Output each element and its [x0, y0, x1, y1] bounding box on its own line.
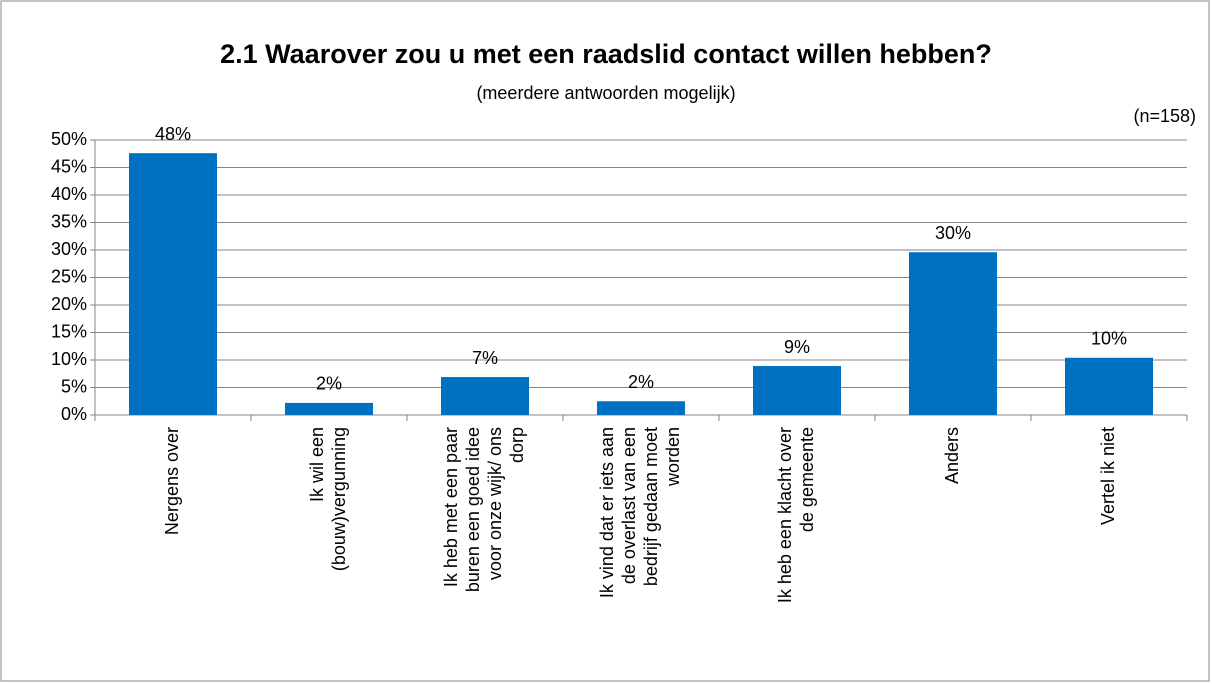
data-label: 9%	[784, 337, 810, 357]
x-tick-label: Vertel ik niet	[1098, 427, 1118, 525]
bar	[441, 377, 529, 415]
x-tick-label: Ik heb een klacht over de gemeente	[775, 427, 817, 603]
bar	[753, 366, 841, 415]
x-tick-label: Nergens over	[162, 427, 182, 535]
data-label: 10%	[1091, 329, 1127, 349]
bar	[129, 153, 217, 415]
x-tick-label: Anders	[942, 427, 962, 484]
y-tick-label: 25%	[51, 266, 87, 286]
annotation: (n=158)	[1133, 106, 1196, 126]
data-label: 2%	[628, 372, 654, 392]
data-label: 48%	[155, 124, 191, 144]
bar	[909, 252, 997, 415]
y-tick-label: 35%	[51, 211, 87, 231]
bar	[1065, 357, 1153, 415]
y-tick-label: 50%	[51, 129, 87, 149]
y-tick-label: 40%	[51, 184, 87, 204]
x-tick-label: Ik wil een (bouw)vergunning	[307, 427, 349, 571]
chart-subtitle: (meerdere antwoorden mogelijk)	[476, 83, 735, 103]
x-tick-label: Ik vind dat er iets aan de overlast van e…	[597, 427, 683, 598]
y-tick-label: 20%	[51, 294, 87, 314]
y-tick-label: 5%	[61, 376, 87, 396]
data-label: 7%	[472, 348, 498, 368]
y-tick-label: 0%	[61, 404, 87, 424]
y-tick-label: 45%	[51, 156, 87, 176]
y-tick-label: 10%	[51, 349, 87, 369]
y-tick-label: 30%	[51, 239, 87, 259]
data-label: 2%	[316, 374, 342, 394]
bar	[597, 401, 685, 415]
bar	[285, 402, 373, 415]
x-tick-label: Ik heb met een paar buren een goed idee vo…	[441, 427, 527, 592]
data-label: 30%	[935, 223, 971, 243]
chart-title: 2.1 Waarover zou u met een raadslid cont…	[220, 39, 992, 69]
y-tick-label: 15%	[51, 321, 87, 341]
